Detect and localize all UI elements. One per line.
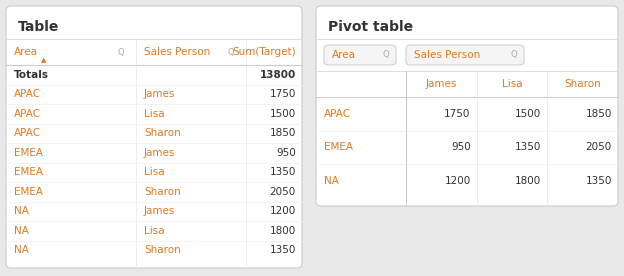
Text: NA: NA [324,176,339,186]
FancyBboxPatch shape [316,6,618,206]
Text: James: James [426,79,457,89]
Text: Lisa: Lisa [144,226,165,236]
Text: 1750: 1750 [444,109,470,119]
Text: 1200: 1200 [444,176,470,186]
Text: ▲: ▲ [41,57,46,63]
Text: APAC: APAC [14,89,41,99]
Text: 1350: 1350 [270,167,296,177]
Text: 1850: 1850 [270,128,296,138]
Text: Sharon: Sharon [144,128,181,138]
Text: Sales Person: Sales Person [144,47,210,57]
Text: Q: Q [118,47,125,57]
Text: 2050: 2050 [270,187,296,197]
FancyBboxPatch shape [406,45,524,65]
Text: EMEA: EMEA [14,187,43,197]
Text: 1200: 1200 [270,206,296,216]
Text: Q: Q [383,51,389,60]
Text: APAC: APAC [14,128,41,138]
Text: 1850: 1850 [586,109,612,119]
Text: James: James [144,148,175,158]
Text: James: James [144,89,175,99]
Text: NA: NA [14,206,29,216]
Text: Sharon: Sharon [144,245,181,255]
Text: Totals: Totals [14,70,49,80]
Text: EMEA: EMEA [14,148,43,158]
Text: Pivot table: Pivot table [328,20,413,34]
Text: 1500: 1500 [270,109,296,119]
Text: 1750: 1750 [270,89,296,99]
Text: Table: Table [18,20,59,34]
Text: Lisa: Lisa [144,109,165,119]
Text: James: James [144,206,175,216]
Text: APAC: APAC [324,109,351,119]
Text: Q: Q [510,51,517,60]
Text: 950: 950 [276,148,296,158]
Text: 1350: 1350 [270,245,296,255]
Text: NA: NA [14,245,29,255]
Text: Lisa: Lisa [144,167,165,177]
Text: Sum(Target): Sum(Target) [232,47,296,57]
Text: 1800: 1800 [515,176,542,186]
Text: Sales Person: Sales Person [414,50,480,60]
Text: 13800: 13800 [260,70,296,80]
Text: 1500: 1500 [515,109,542,119]
Text: 1350: 1350 [515,142,542,153]
Text: Area: Area [332,50,356,60]
Text: Sharon: Sharon [144,187,181,197]
Text: 1800: 1800 [270,226,296,236]
FancyBboxPatch shape [6,6,302,268]
FancyBboxPatch shape [324,45,396,65]
Text: EMEA: EMEA [324,142,353,153]
Text: 2050: 2050 [586,142,612,153]
Text: APAC: APAC [14,109,41,119]
Text: 950: 950 [451,142,470,153]
Text: 1350: 1350 [586,176,612,186]
Text: Area: Area [14,47,38,57]
Text: NA: NA [14,226,29,236]
Text: Q: Q [228,47,235,57]
Text: Sharon: Sharon [564,79,601,89]
Text: EMEA: EMEA [14,167,43,177]
Text: Lisa: Lisa [502,79,522,89]
